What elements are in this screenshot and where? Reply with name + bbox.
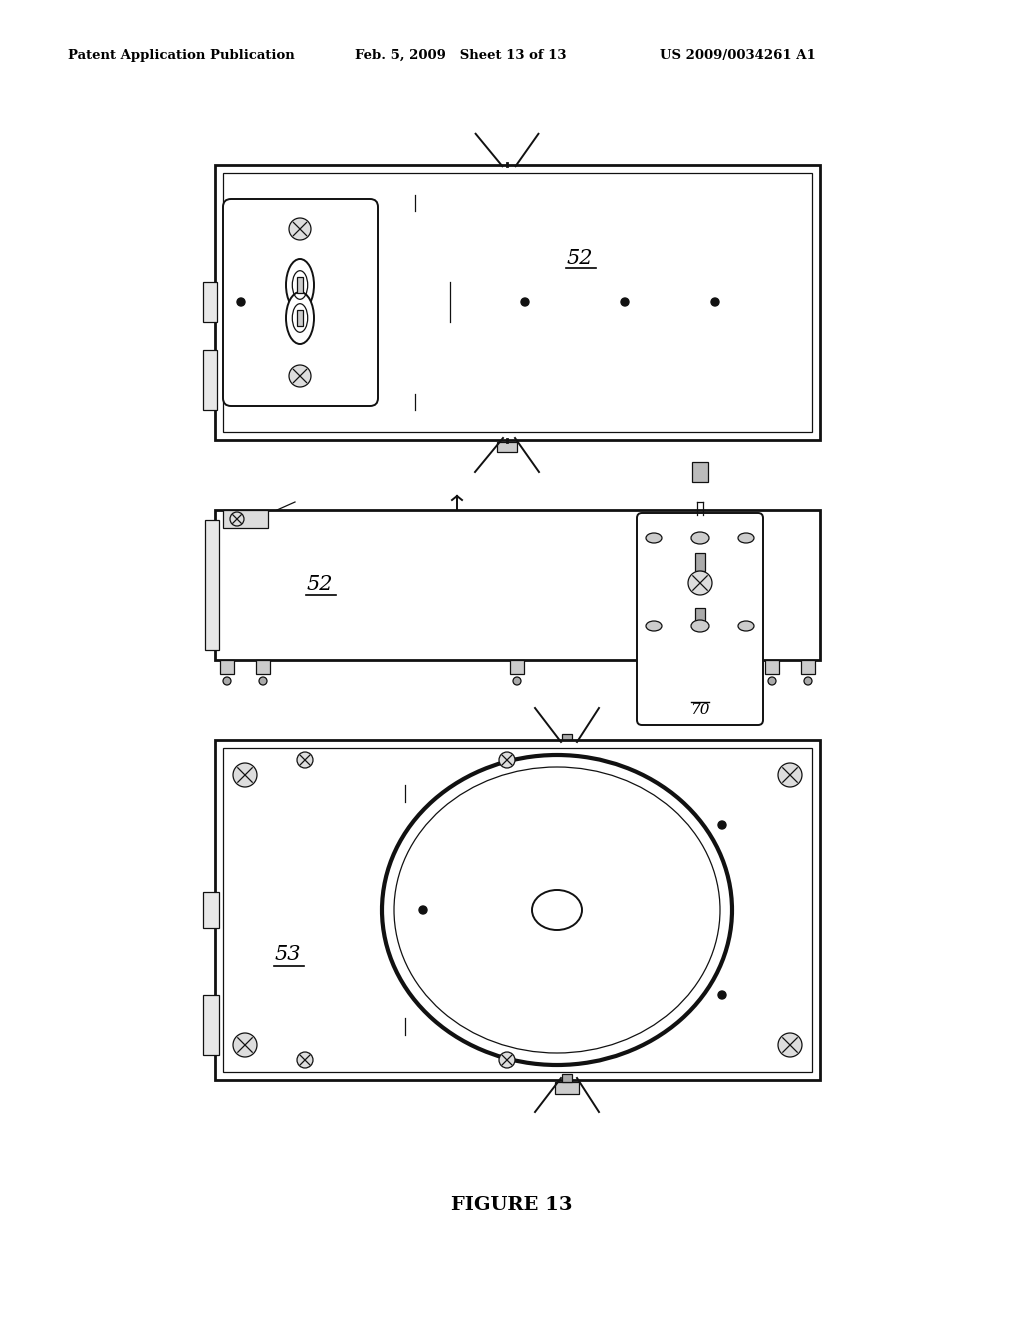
Bar — [205, 520, 219, 649]
Bar — [562, 1074, 572, 1082]
Bar — [203, 350, 217, 411]
Bar — [510, 660, 524, 675]
Text: 70: 70 — [690, 704, 710, 717]
Bar — [497, 442, 517, 451]
Circle shape — [499, 1052, 515, 1068]
Bar — [297, 277, 303, 293]
Ellipse shape — [691, 532, 709, 544]
FancyBboxPatch shape — [223, 199, 378, 407]
Bar — [695, 609, 705, 626]
Bar — [692, 462, 708, 482]
Circle shape — [513, 677, 521, 685]
Bar — [223, 748, 812, 1072]
Bar — [562, 734, 572, 742]
Bar — [497, 168, 517, 177]
Circle shape — [419, 906, 427, 913]
Circle shape — [718, 991, 726, 999]
Ellipse shape — [691, 620, 709, 632]
Circle shape — [499, 752, 515, 768]
Circle shape — [688, 572, 712, 595]
Bar — [220, 660, 234, 675]
Bar — [801, 660, 815, 675]
Text: 52: 52 — [307, 576, 333, 594]
Text: 52: 52 — [566, 248, 593, 268]
Circle shape — [259, 677, 267, 685]
Circle shape — [223, 677, 231, 685]
Bar — [555, 1082, 579, 1094]
Circle shape — [297, 1052, 313, 1068]
Circle shape — [233, 763, 257, 787]
Circle shape — [804, 677, 812, 685]
Circle shape — [289, 218, 311, 240]
Bar — [203, 282, 217, 322]
Circle shape — [289, 366, 311, 387]
FancyBboxPatch shape — [637, 513, 763, 725]
Ellipse shape — [286, 292, 314, 345]
Ellipse shape — [382, 755, 732, 1065]
Ellipse shape — [738, 620, 754, 631]
Circle shape — [711, 298, 719, 306]
Text: US 2009/0034261 A1: US 2009/0034261 A1 — [660, 49, 816, 62]
Bar — [215, 510, 820, 660]
Circle shape — [778, 763, 802, 787]
Text: Feb. 5, 2009   Sheet 13 of 13: Feb. 5, 2009 Sheet 13 of 13 — [355, 49, 566, 62]
Bar — [203, 995, 219, 1055]
Bar — [555, 742, 579, 754]
Bar — [256, 660, 270, 675]
Circle shape — [230, 512, 244, 525]
Circle shape — [778, 1034, 802, 1057]
Circle shape — [237, 298, 245, 306]
Circle shape — [718, 821, 726, 829]
Bar — [215, 165, 820, 440]
Ellipse shape — [646, 620, 662, 631]
Ellipse shape — [646, 533, 662, 543]
Circle shape — [768, 677, 776, 685]
Bar — [203, 892, 219, 928]
Circle shape — [297, 752, 313, 768]
Ellipse shape — [286, 259, 314, 312]
Circle shape — [233, 1034, 257, 1057]
Bar — [223, 173, 812, 432]
Text: 53: 53 — [274, 945, 301, 965]
Bar — [215, 741, 820, 1080]
Ellipse shape — [532, 890, 582, 931]
Bar — [695, 553, 705, 572]
Ellipse shape — [738, 533, 754, 543]
Ellipse shape — [394, 767, 720, 1053]
Circle shape — [521, 298, 529, 306]
Circle shape — [621, 298, 629, 306]
Text: FIGURE 13: FIGURE 13 — [452, 1196, 572, 1214]
Bar — [297, 310, 303, 326]
Bar — [765, 660, 779, 675]
Bar — [223, 510, 268, 528]
Text: Patent Application Publication: Patent Application Publication — [68, 49, 295, 62]
